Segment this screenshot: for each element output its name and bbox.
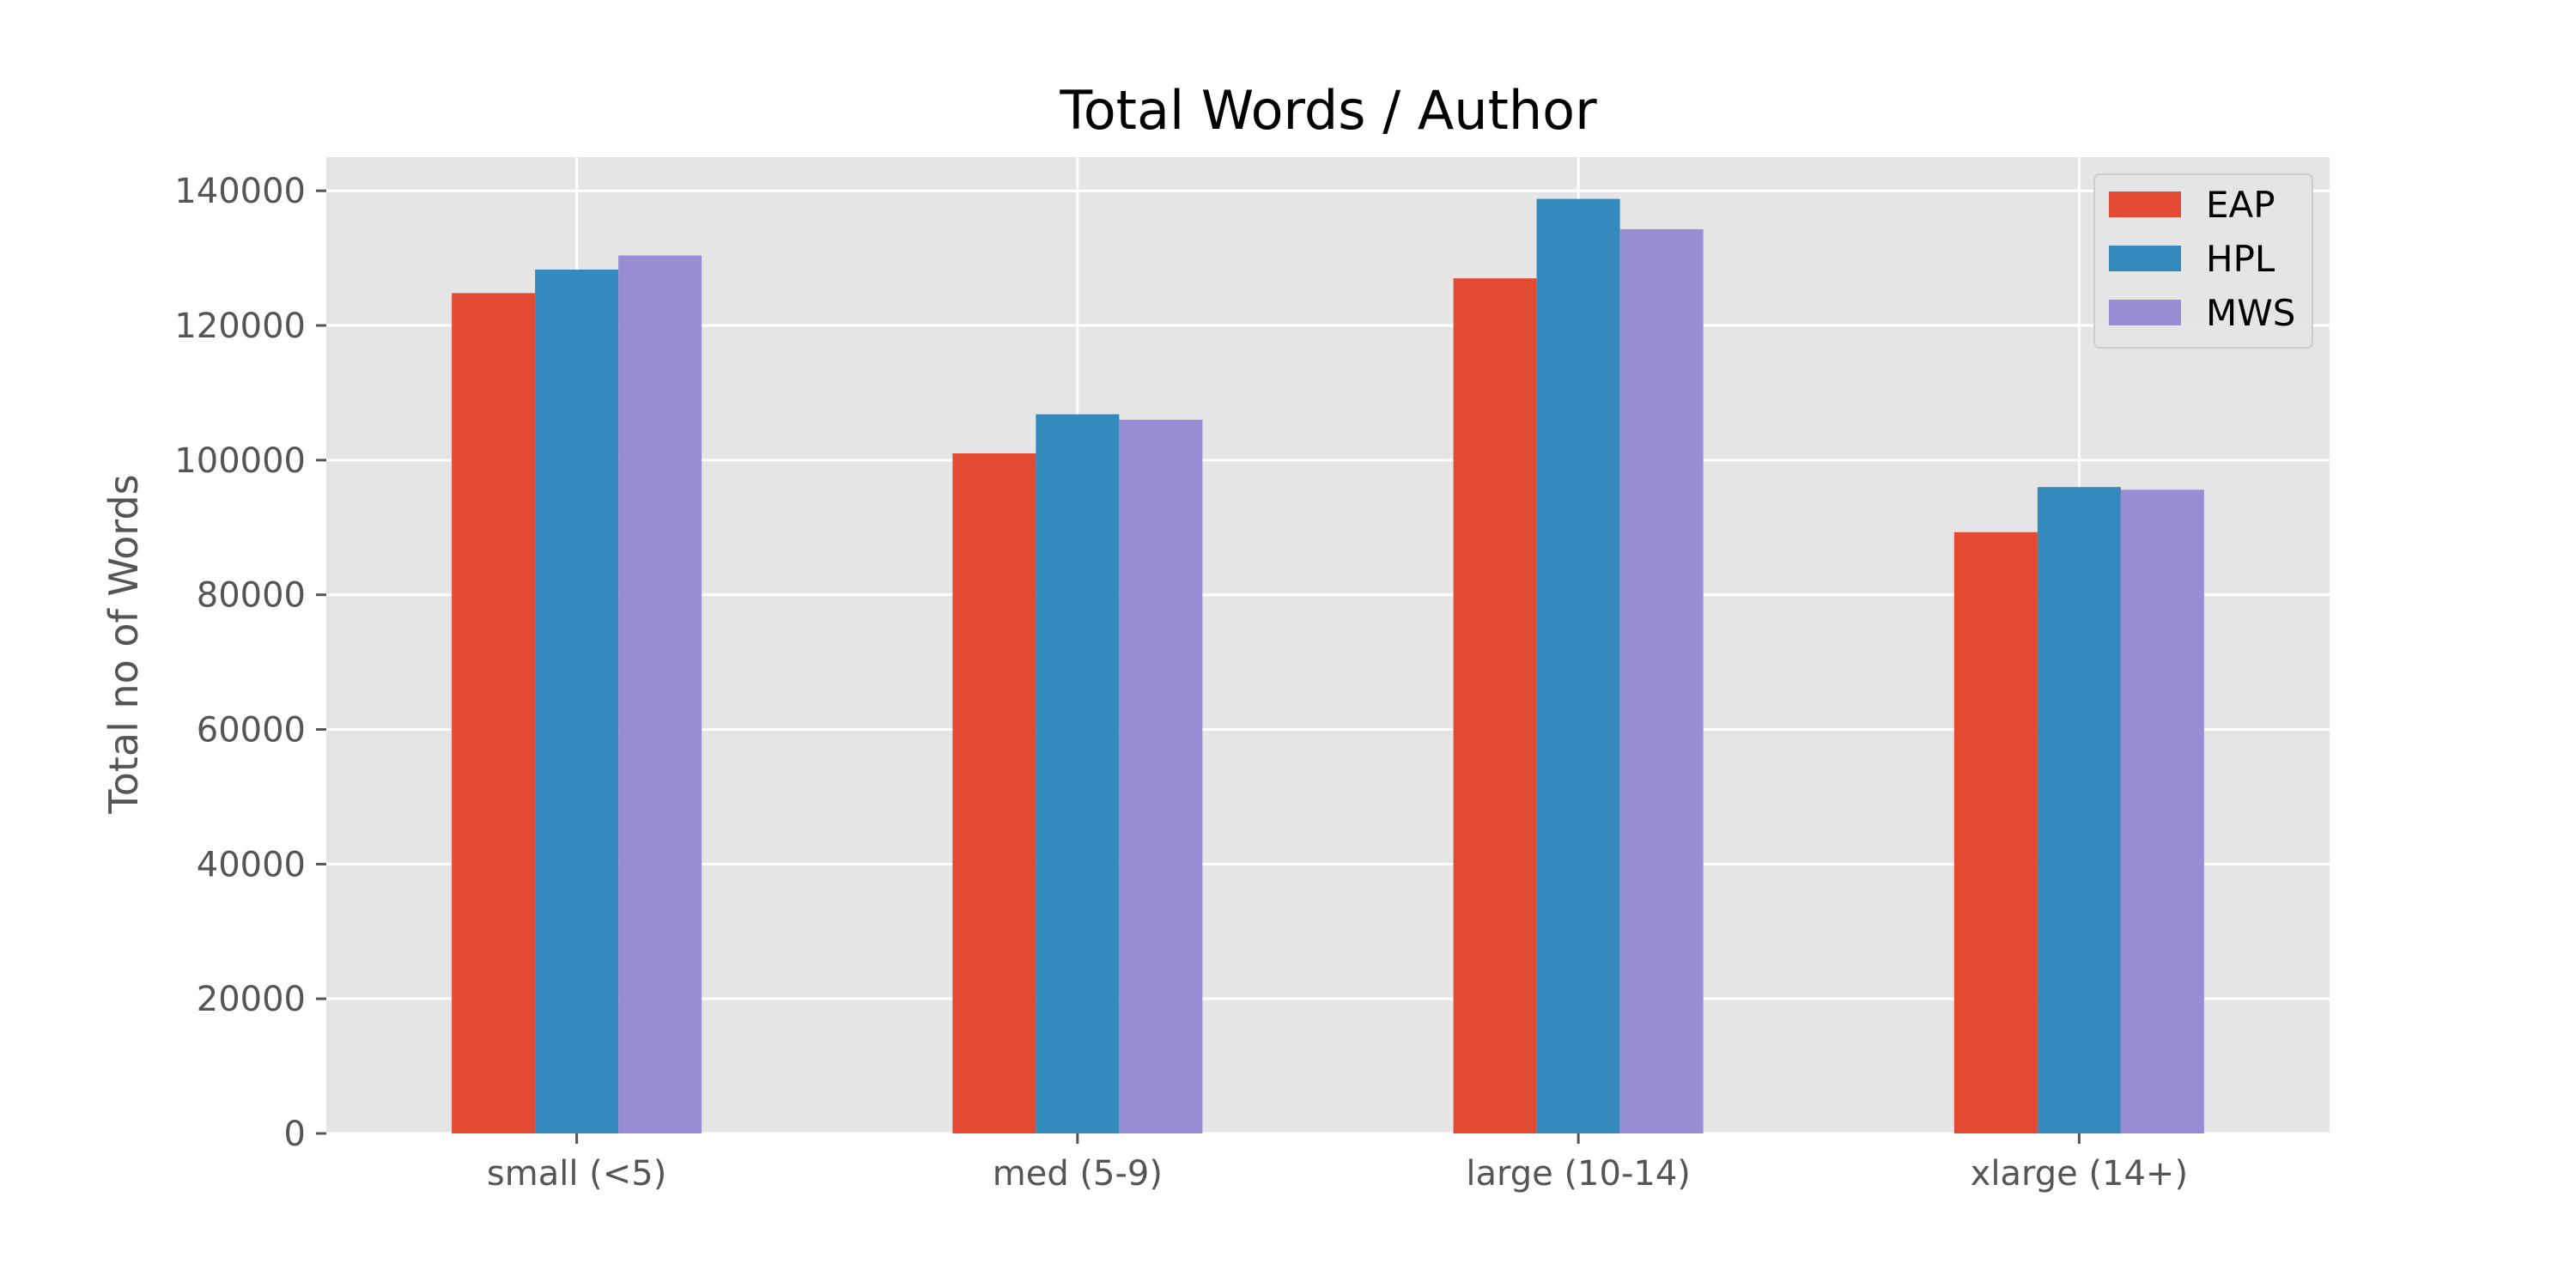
bar-eap-3 [1953, 532, 2038, 1133]
bars [452, 198, 2204, 1134]
x-tick-label: small (<5) [487, 1154, 666, 1194]
x-tick-label: med (5-9) [993, 1154, 1163, 1194]
y-tick-label: 80000 [197, 576, 306, 616]
bar-hpl-3 [2037, 487, 2121, 1133]
y-tick-label: 100000 [174, 441, 306, 481]
bar-mws-1 [1119, 419, 1203, 1133]
legend-swatch-hpl [2109, 246, 2181, 271]
legend-label-hpl: HPL [2206, 238, 2275, 280]
y-tick-label: 140000 [174, 172, 306, 211]
legend: EAP HPL MWS [2093, 173, 2313, 349]
axis-ticks: 0 20000 40000 60000 80000 100000 120000 140000 s… [174, 172, 2188, 1194]
bar-hpl-0 [535, 269, 619, 1133]
legend-swatch-mws [2109, 300, 2181, 325]
bar-hpl-2 [1536, 198, 1620, 1133]
bar-mws-3 [2120, 489, 2204, 1133]
y-tick-label: 20000 [197, 980, 306, 1019]
legend-label-mws: MWS [2206, 292, 2295, 334]
x-tick-label: xlarge (14+) [1971, 1154, 2188, 1194]
y-tick-label: 0 [284, 1115, 306, 1154]
legend-swatch-eap [2109, 191, 2181, 217]
bar-eap-2 [1453, 278, 1537, 1133]
bar-mws-0 [618, 255, 702, 1133]
y-axis-label: Total no of Words [100, 474, 147, 814]
y-tick-label: 120000 [174, 307, 306, 346]
bar-eap-0 [452, 293, 536, 1133]
bar-mws-2 [1619, 228, 1704, 1133]
bar-eap-1 [952, 453, 1036, 1133]
chart-title: Total Words / Author [1059, 79, 1597, 142]
bar-hpl-1 [1036, 414, 1120, 1134]
y-tick-label: 60000 [197, 711, 306, 750]
legend-label-eap: EAP [2206, 184, 2275, 226]
y-tick-label: 40000 [197, 845, 306, 884]
x-tick-label: large (10-14) [1466, 1154, 1691, 1194]
